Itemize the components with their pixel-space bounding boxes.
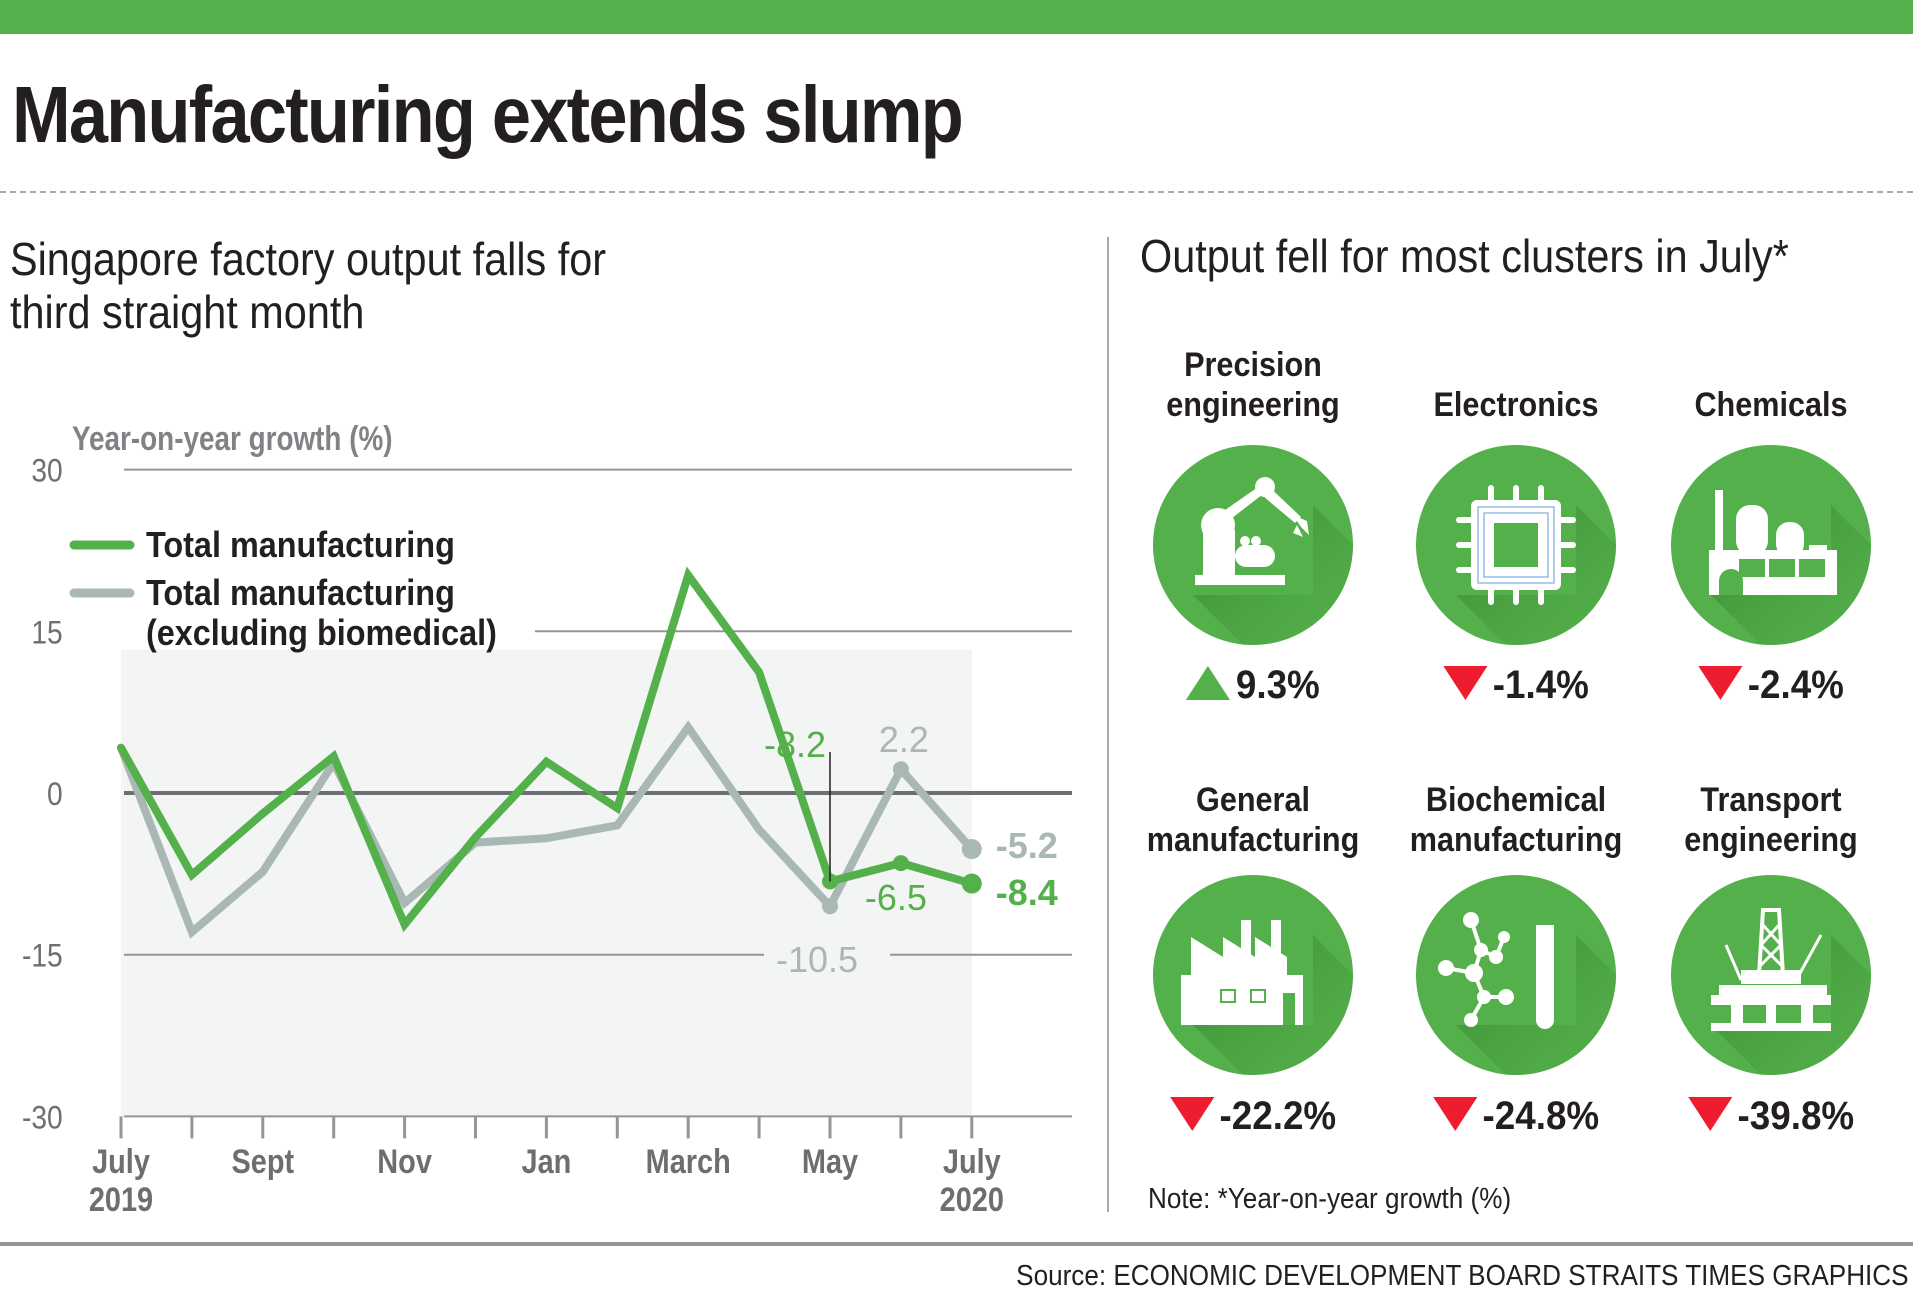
chemical-plant-icon [1671, 445, 1871, 645]
triangle-down-icon [1698, 666, 1743, 701]
x-tick-label: Nov [377, 1142, 432, 1181]
source-credit: Source: ECONOMIC DEVELOPMENT BOARD STRAI… [1016, 1260, 1909, 1292]
y-tick-label: 30 [31, 454, 62, 489]
data-label: -8.2 [764, 724, 826, 765]
cluster-label-line: Precision [1184, 346, 1322, 384]
footer-divider [0, 1242, 1913, 1246]
legend-label: (excluding biomedical) [146, 613, 497, 653]
cluster-label-line: Biochemical [1425, 781, 1607, 819]
data-label: -10.5 [776, 939, 858, 980]
cluster-change-value: -39.8% [1651, 1094, 1890, 1139]
legend-label: Total manufacturing [146, 573, 455, 613]
x-tick-label: July [92, 1142, 150, 1181]
data-point [892, 855, 909, 872]
y-tick-label: -30 [22, 1101, 63, 1136]
triangle-up-icon [1186, 666, 1231, 701]
chart-subtitle-line-1: Singapore factory output falls for [10, 233, 607, 285]
cluster-label-line: Transport [1700, 781, 1842, 819]
oil-rig-icon [1671, 875, 1871, 1075]
data-point [822, 898, 838, 915]
y-axis-label: Year-on-year growth (%) [72, 419, 393, 457]
page-title: Manufacturing extends slump [12, 70, 964, 159]
cluster-label: Chemicals [1645, 385, 1897, 425]
x-tick-label: 2019 [89, 1180, 153, 1219]
line-chart: 30 15 0 -15 -30 Year-on-year growth (%) July… [22, 419, 1072, 1219]
cluster-change-value: 9.3% [1133, 663, 1372, 708]
y-tick-label: 0 [47, 777, 63, 812]
cluster-label: Electronics [1390, 385, 1642, 425]
chart-subtitle: Singapore factory output falls for third… [10, 233, 606, 339]
data-label: -6.5 [865, 877, 927, 918]
panel-divider [1107, 237, 1109, 1212]
cluster-change-text: -22.2% [1219, 1094, 1337, 1138]
footnote: Note: *Year-on-year growth (%) [1148, 1183, 1512, 1215]
cluster-label: General manufacturing [1127, 780, 1379, 860]
x-tick-label: Sept [231, 1142, 294, 1181]
cluster-change-text: -24.8% [1482, 1094, 1600, 1138]
cluster-label: Precision engineering [1127, 345, 1379, 425]
x-tick-label: 2020 [940, 1180, 1004, 1219]
header-color-bar [0, 0, 1913, 34]
factory-icon [1153, 875, 1353, 1075]
triangle-down-icon [1443, 666, 1488, 701]
cluster-label-line: engineering [1166, 386, 1340, 424]
data-point [892, 761, 909, 778]
microchip-icon [1416, 445, 1616, 645]
cluster-label-line: engineering [1684, 821, 1858, 859]
cluster-label: Biochemical manufacturing [1390, 780, 1642, 860]
data-label: -8.4 [996, 872, 1058, 913]
cluster-label: Transport engineering [1645, 780, 1897, 860]
clusters-title: Output fell for most clusters in July* [1140, 230, 1789, 282]
triangle-down-icon [1432, 1097, 1478, 1132]
header-dashed-divider [0, 191, 1913, 193]
cluster-change-value: -22.2% [1133, 1094, 1372, 1139]
cluster-change-text: -2.4% [1747, 663, 1844, 707]
cluster-label-line: Chemicals [1694, 386, 1848, 424]
cluster-change-value: -24.8% [1396, 1094, 1635, 1139]
cluster-label-line: manufacturing [1409, 821, 1623, 859]
chart-subtitle-line-2: third straight month [10, 286, 365, 338]
data-label: -5.2 [996, 825, 1058, 866]
triangle-down-icon [1169, 1097, 1215, 1132]
cluster-label-line: Electronics [1433, 386, 1599, 424]
x-tick-label: Jan [521, 1142, 571, 1181]
x-tick-label: July [943, 1142, 1001, 1181]
cluster-change-value: -1.4% [1396, 663, 1635, 708]
x-tick-label: May [802, 1142, 859, 1181]
data-point [961, 839, 982, 860]
triangle-down-icon [1687, 1097, 1733, 1132]
y-tick-label: 15 [31, 616, 62, 651]
robot-arm-icon [1153, 445, 1353, 645]
molecule-test-tube-icon [1416, 875, 1616, 1075]
cluster-label-line: General [1196, 781, 1310, 819]
legend-label: Total manufacturing [146, 525, 455, 565]
y-tick-label: -15 [22, 939, 63, 974]
cluster-change-text: -1.4% [1492, 663, 1589, 707]
cluster-change-text: -39.8% [1737, 1094, 1855, 1138]
data-point [961, 873, 982, 894]
cluster-change-value: -2.4% [1651, 663, 1890, 708]
cluster-label-line: manufacturing [1146, 821, 1360, 859]
data-label: 2.2 [879, 719, 929, 760]
x-tick-label: March [646, 1142, 731, 1181]
cluster-change-text: 9.3% [1235, 663, 1320, 707]
